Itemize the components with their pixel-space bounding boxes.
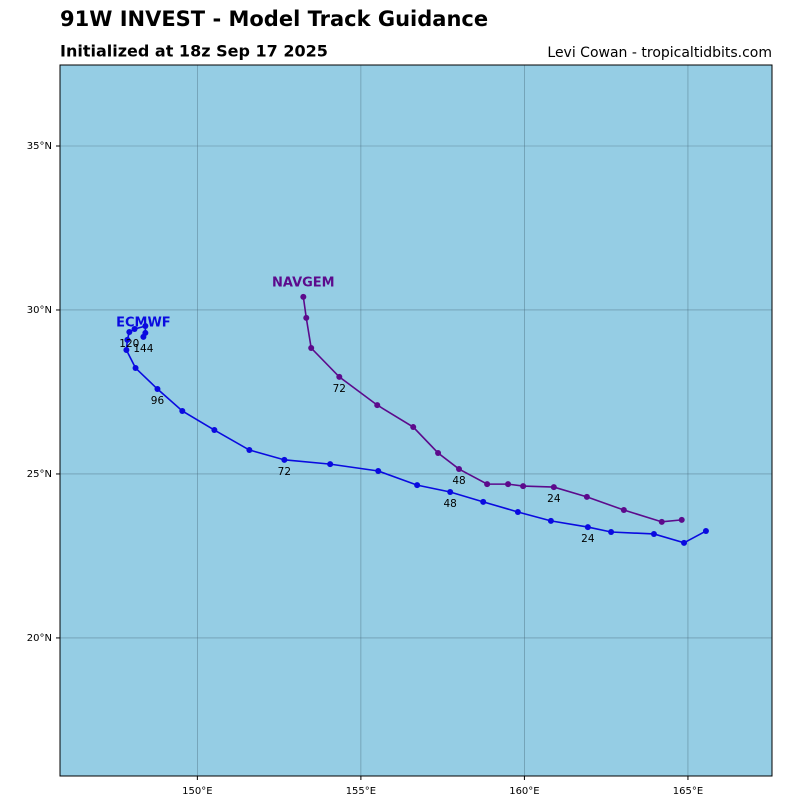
chart-title: 91W INVEST - Model Track Guidance	[60, 7, 488, 31]
track-point	[211, 427, 218, 434]
track-point	[132, 365, 139, 372]
track-point	[179, 407, 186, 414]
track-point	[505, 481, 512, 488]
track-point	[456, 466, 463, 473]
x-tick-label: 160°E	[509, 786, 539, 797]
hour-label: 24	[581, 533, 595, 545]
track-point	[650, 530, 657, 537]
map-background	[60, 65, 772, 776]
track-point	[131, 326, 138, 333]
track-point	[480, 498, 487, 505]
hour-label: 48	[452, 475, 465, 487]
track-point	[124, 336, 131, 343]
track-point	[303, 314, 310, 321]
model-name: ECMWF	[116, 315, 171, 330]
track-point	[435, 449, 442, 456]
y-tick-label: 35°N	[27, 141, 52, 152]
track-point	[620, 507, 627, 514]
track-point	[484, 481, 491, 488]
track-point	[281, 456, 288, 463]
track-point	[550, 484, 557, 491]
track-line	[302, 296, 682, 523]
track-point	[678, 516, 685, 523]
track-point	[414, 482, 421, 489]
track-point	[520, 483, 527, 490]
hour-label: 72	[278, 466, 291, 478]
track-point	[375, 468, 382, 475]
hour-label: 24	[547, 493, 561, 505]
hour-label: 96	[151, 395, 165, 407]
track-point	[547, 517, 554, 524]
credit: Levi Cowan - tropicaltidbits.com	[547, 45, 772, 61]
track-point	[681, 539, 688, 546]
y-tick-label: 25°N	[27, 469, 52, 480]
model-name: NAVGEM	[272, 275, 335, 290]
track-point	[154, 386, 161, 393]
track-point	[608, 529, 615, 536]
track-point	[584, 524, 591, 531]
track-point	[336, 373, 343, 380]
y-tick-label: 20°N	[27, 633, 52, 644]
track-point	[123, 346, 130, 353]
track-point	[308, 345, 315, 352]
hour-label: 120	[119, 338, 139, 350]
track-point	[246, 447, 253, 454]
track-point	[583, 493, 590, 500]
x-tick-label: 150°E	[182, 786, 212, 797]
hour-label: 48	[443, 498, 456, 510]
track-point	[514, 508, 521, 515]
map-frame	[59, 64, 773, 777]
x-tick-label: 165°E	[673, 786, 703, 797]
hour-label: 72	[333, 383, 346, 395]
track-point	[447, 488, 454, 495]
track-point	[327, 461, 334, 468]
track-point	[658, 518, 665, 525]
x-tick-label: 155°E	[346, 786, 376, 797]
chart-subtitle: Initialized at 18z Sep 17 2025	[60, 42, 328, 61]
track-point	[142, 323, 149, 330]
y-tick-label: 30°N	[27, 305, 52, 316]
hour-label: 144	[133, 343, 153, 355]
track-point	[374, 402, 381, 409]
track-point	[702, 528, 709, 535]
track-point	[300, 293, 307, 300]
track-point	[126, 328, 133, 335]
track-point	[410, 424, 417, 431]
track-point	[140, 333, 147, 340]
